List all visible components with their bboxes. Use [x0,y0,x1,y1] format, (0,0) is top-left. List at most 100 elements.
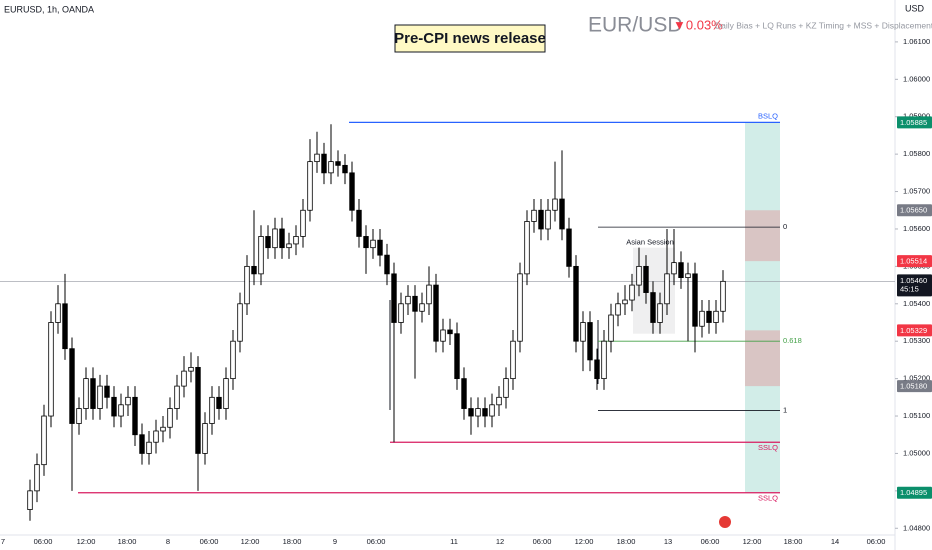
y-tick-label: 1.05200 [903,374,930,383]
candle-body [48,322,54,417]
x-tick-label: 12:00 [575,537,594,546]
candle-body [104,385,110,398]
price-tag [897,324,932,337]
candle-body [188,366,194,372]
candle-body [573,265,579,342]
candle-body [657,303,663,323]
candle-body [545,209,551,230]
x-tick-label: 06:00 [701,537,720,546]
candle-body [440,329,446,342]
x-tick-label: 18:00 [617,537,636,546]
candle-body [468,408,474,417]
candle-body [153,430,159,443]
x-tick-label: 06:00 [200,537,219,546]
x-tick-label: 12 [496,537,504,546]
candle-body [587,322,593,361]
candle-body [678,262,684,279]
symbol: EUR/USD [588,14,683,37]
candle-body [363,236,369,249]
x-tick-label: 18:00 [784,537,803,546]
x-tick-label: 12:00 [743,537,762,546]
candle-body [370,239,376,249]
candle-body [307,161,313,211]
candle-body [671,262,677,275]
candle-body [615,303,621,316]
x-tick-label: 11 [450,537,458,546]
y-tick-label: 1.05000 [903,448,930,457]
candle-body [412,295,418,312]
x-tick-label: 12:00 [241,537,260,546]
candle-body [62,303,68,350]
candle-body [496,396,502,406]
candle-body [531,209,537,222]
candle-body [328,161,334,174]
candle-body [664,273,670,305]
level-label: BSLQ [758,111,778,120]
candle-body [146,441,152,454]
candle-body [398,303,404,323]
candle-body [489,404,495,417]
candle-body [377,239,383,256]
candle-body [475,408,481,417]
price-tag-label: 1.05514 [900,257,927,266]
price-tag-label: 1.05460 [900,276,927,285]
candle-body [349,172,355,211]
price-tag [897,116,932,129]
candle-body [132,396,138,436]
y-tick-label: 1.05100 [903,411,930,420]
price-tag-label: 1.05329 [900,326,927,335]
candle-body [503,378,509,398]
candle-body [636,265,642,286]
candle-body [433,284,439,342]
candle-body [300,209,306,237]
candle-body [83,378,89,409]
candle-body [69,348,75,424]
y-tick-label: 1.06100 [903,37,930,46]
candle-body [76,408,82,424]
price-tag [897,486,932,499]
change: ▼0.03% [673,17,723,32]
y-tick-label: 1.05900 [903,112,930,121]
x-tick-label: 9 [333,537,337,546]
candle-body [55,303,61,323]
price-tag [897,204,932,217]
y-tick-label: 1.06000 [903,74,930,83]
candle-body [566,228,572,267]
candle-body [118,404,124,417]
candle-body [447,329,453,335]
candle-body [559,198,565,230]
candle-body [111,396,117,417]
candle-body [258,236,264,275]
x-tick-label: 06:00 [367,537,386,546]
candle-body [314,153,320,163]
candle-body [692,273,698,327]
candle-body [34,464,40,492]
candle-body [510,340,516,380]
candle-body [356,209,362,237]
candle-body [27,490,33,510]
y-tick-label: 1.05300 [903,336,930,345]
session-label: Asian Session [626,238,674,247]
candle-body [594,359,600,380]
candle-body [720,280,726,312]
candle-body [230,340,236,380]
x-tick-label: 7 [1,537,5,546]
x-tick-label: 06:00 [533,537,552,546]
candle-body [454,333,460,380]
candle-body [706,310,712,323]
candle-body [160,426,166,432]
candle-body [685,273,691,279]
price-tag [897,380,932,393]
candle-body [181,370,187,387]
candle-body [272,228,278,249]
x-tick-label: 12:00 [77,537,96,546]
price-tag [897,255,932,268]
indicator: Daily Bias + LQ Runs + KZ Timing + MSS +… [715,20,932,30]
candle-body [391,273,397,323]
price-tag [897,274,932,297]
candle-body [342,164,348,174]
price-tag-label: 1.05885 [900,118,927,127]
candle-body [419,303,425,312]
candle-body [699,310,705,327]
